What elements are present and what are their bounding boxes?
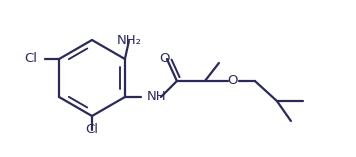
Text: NH₂: NH₂	[116, 34, 141, 47]
Text: O: O	[159, 52, 170, 65]
Text: Cl: Cl	[85, 123, 99, 136]
Text: NH: NH	[147, 90, 167, 103]
Text: Cl: Cl	[24, 52, 37, 65]
Text: O: O	[227, 75, 238, 87]
